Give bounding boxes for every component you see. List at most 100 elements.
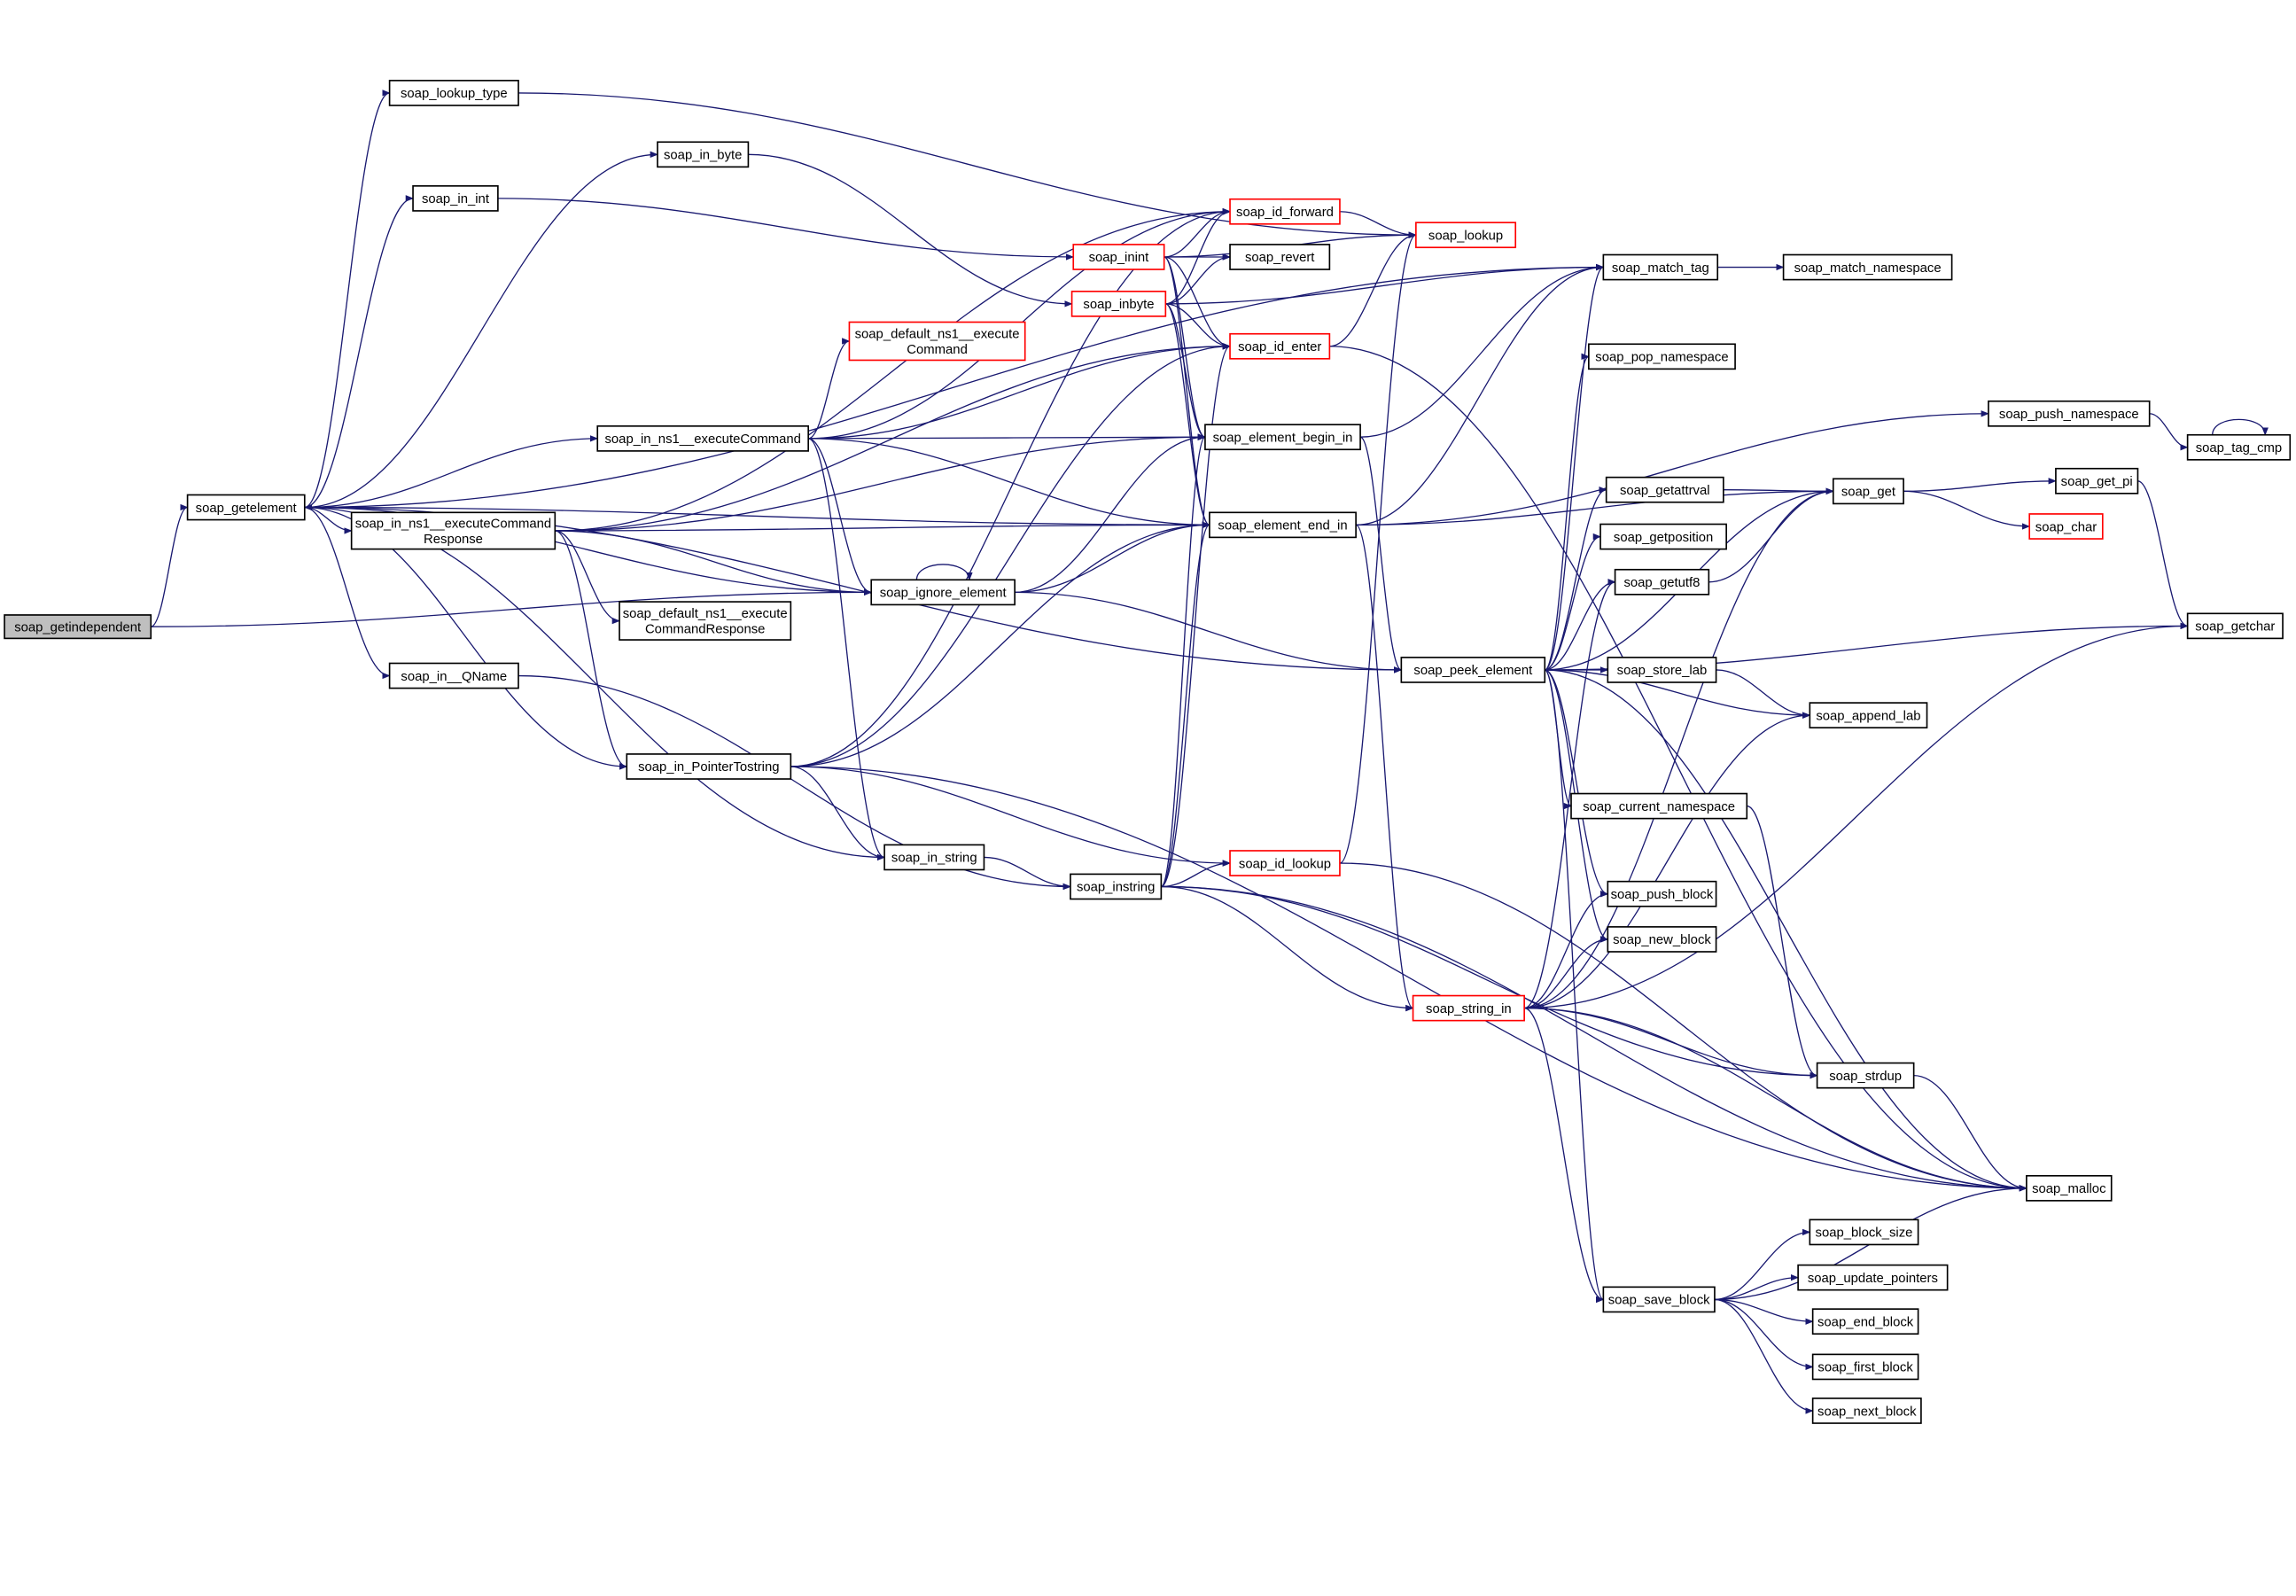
node-lookup[interactable]: soap_lookup [1415,222,1517,249]
node-label: soap_end_block [1817,1315,1914,1329]
edge-element_end_in-to-get [1356,487,1834,526]
node-label: soap_default_ns1__execute [855,328,1020,342]
node-box [2055,467,2139,494]
node-box [1229,332,1331,360]
node-inint[interactable]: soap_inint [1072,244,1165,270]
node-end-block[interactable]: soap_end_block [1811,1308,1919,1335]
node-label: soap_in_string [891,852,977,866]
node-getutf8[interactable]: soap_getutf8 [1614,568,1710,596]
edge-in_exec_resp-to-ignore_element [555,530,873,596]
node-getchar[interactable]: soap_getchar [2186,612,2284,640]
node-lookup-type[interactable]: soap_lookup_type [388,80,519,106]
node-element-end-in[interactable]: soap_element_end_in [1209,511,1357,539]
node-label: soap_next_block [1817,1405,1917,1419]
node-label: soap_peek_element [1413,664,1533,678]
node-next-block[interactable]: soap_next_block [1811,1397,1922,1424]
node-box [848,321,1026,362]
node-revert[interactable]: soap_revert [1229,244,1331,270]
edge-in_exec_resp-to-id_forward [555,208,1231,532]
edge-getindependent-to-getelement [150,503,189,627]
node-current-namespace[interactable]: soap_current_namespace [1570,792,1748,820]
node-in-qname[interactable]: soap_in__QName [388,662,519,689]
edge-current_namespace-to-strdup [1747,805,1818,1079]
node-in-byte[interactable]: soap_in_byte [657,141,750,168]
edge-store_lab-to-append_lab [1716,669,1811,719]
node-strdup[interactable]: soap_strdup [1816,1062,1915,1089]
node-match-tag[interactable]: soap_match_tag [1602,253,1719,281]
node-getindependent[interactable]: soap_getindependent [4,614,152,640]
edge-in_string-to-instring [984,856,1071,891]
node-label: soap_lookup [1428,229,1503,243]
node-label: soap_get_pi [2061,475,2133,489]
node-inbyte[interactable]: soap_inbyte [1070,290,1167,317]
node-label: soap_revert [1245,251,1315,265]
node-push-block[interactable]: soap_push_block [1607,880,1717,907]
node-id-enter[interactable]: soap_id_enter [1229,332,1331,360]
node-element-begin-in[interactable]: soap_element_begin_in [1204,424,1361,451]
node-label: soap_getutf8 [1623,576,1700,590]
edge-instring-to-id_lookup [1161,860,1231,888]
node-char[interactable]: soap_char [2028,513,2104,540]
node-first-block[interactable]: soap_first_block [1811,1353,1919,1381]
node-default-exec-resp[interactable]: soap_default_ns1__execute CommandResponse [619,601,792,641]
node-match-namespace[interactable]: soap_match_namespace [1782,253,1953,281]
node-store-lab[interactable]: soap_store_lab [1607,657,1717,683]
node-block-size[interactable]: soap_block_size [1809,1218,1919,1246]
node-in-string[interactable]: soap_in_string [883,844,985,871]
edge-peek_element-to-getutf8 [1545,579,1616,671]
node-tag-cmp[interactable]: soap_tag_cmp [2186,433,2292,461]
node-box [1811,1308,1919,1335]
edge-in_byte-to-inbyte [748,153,1073,308]
node-malloc[interactable]: soap_malloc [2026,1174,2113,1202]
edge-getelement-to-in_exec [304,435,599,509]
node-getattrval[interactable]: soap_getattrval [1605,476,1724,503]
node-new-block[interactable]: soap_new_block [1607,926,1717,953]
node-save-block[interactable]: soap_save_block [1602,1286,1716,1313]
node-string-in[interactable]: soap_string_in [1412,994,1525,1022]
edge-id_forward-to-lookup [1339,211,1417,238]
node-update-pointers[interactable]: soap_update_pointers [1797,1264,1949,1291]
edge-getelement-to-match_tag [304,263,1605,509]
node-id-lookup[interactable]: soap_id_lookup [1229,850,1341,876]
node-get[interactable]: soap_get [1832,478,1904,505]
node-in-int[interactable]: soap_in_int [412,185,499,212]
node-box [596,424,809,452]
edge-get-to-get_pi [1903,478,2057,493]
node-box [2186,612,2284,640]
node-id-forward[interactable]: soap_id_forward [1229,198,1341,225]
node-getposition[interactable]: soap_getposition [1599,523,1727,550]
edge-ignore_element-to-ignore_element [915,564,973,581]
node-instring[interactable]: soap_instring [1070,873,1163,900]
node-box [1811,1353,1919,1381]
node-box [1602,253,1719,281]
edge-inbyte-to-match_tag [1165,263,1605,305]
node-get-pi[interactable]: soap_get_pi [2055,467,2139,494]
node-in-exec[interactable]: soap_in_ns1__executeCommand [596,424,809,452]
edge-instring-to-string_in [1161,885,1414,1012]
node-box [1782,253,1953,281]
edge-element_end_in-to-string_in [1355,524,1414,1012]
edge-save_block-to-block_size [1714,1228,1811,1301]
edge-getelement-to-in_int [304,195,414,509]
node-in-ptr[interactable]: soap_in_PointerTostring [626,753,792,780]
node-box [2026,1174,2113,1202]
node-box [1204,424,1361,451]
node-label: soap_in_ns1__executeCommand [605,432,801,447]
node-box [4,614,152,640]
edges-layer [150,90,2269,1414]
node-label: soap_inint [1089,251,1150,265]
node-label: soap_in_byte [664,149,742,163]
node-label: soap_in_PointerTostring [638,760,779,775]
node-getelement[interactable]: soap_getelement [186,494,306,521]
edge-string_in-to-save_block [1523,1007,1605,1304]
node-box [1209,511,1357,539]
node-default-exec[interactable]: soap_default_ns1__executeCommand [848,321,1026,362]
node-ignore-element[interactable]: soap_ignore_element [870,579,1016,606]
node-append-lab[interactable]: soap_append_lab [1809,702,1928,729]
node-push-namespace[interactable]: soap_push_namespace [1988,400,2151,427]
node-pop-namespace[interactable]: soap_pop_namespace [1588,343,1736,370]
node-peek-element[interactable]: soap_peek_element [1400,657,1546,683]
node-label: soap_save_block [1608,1294,1710,1308]
edge-in_exec_resp-to-in_ptr [555,530,628,770]
